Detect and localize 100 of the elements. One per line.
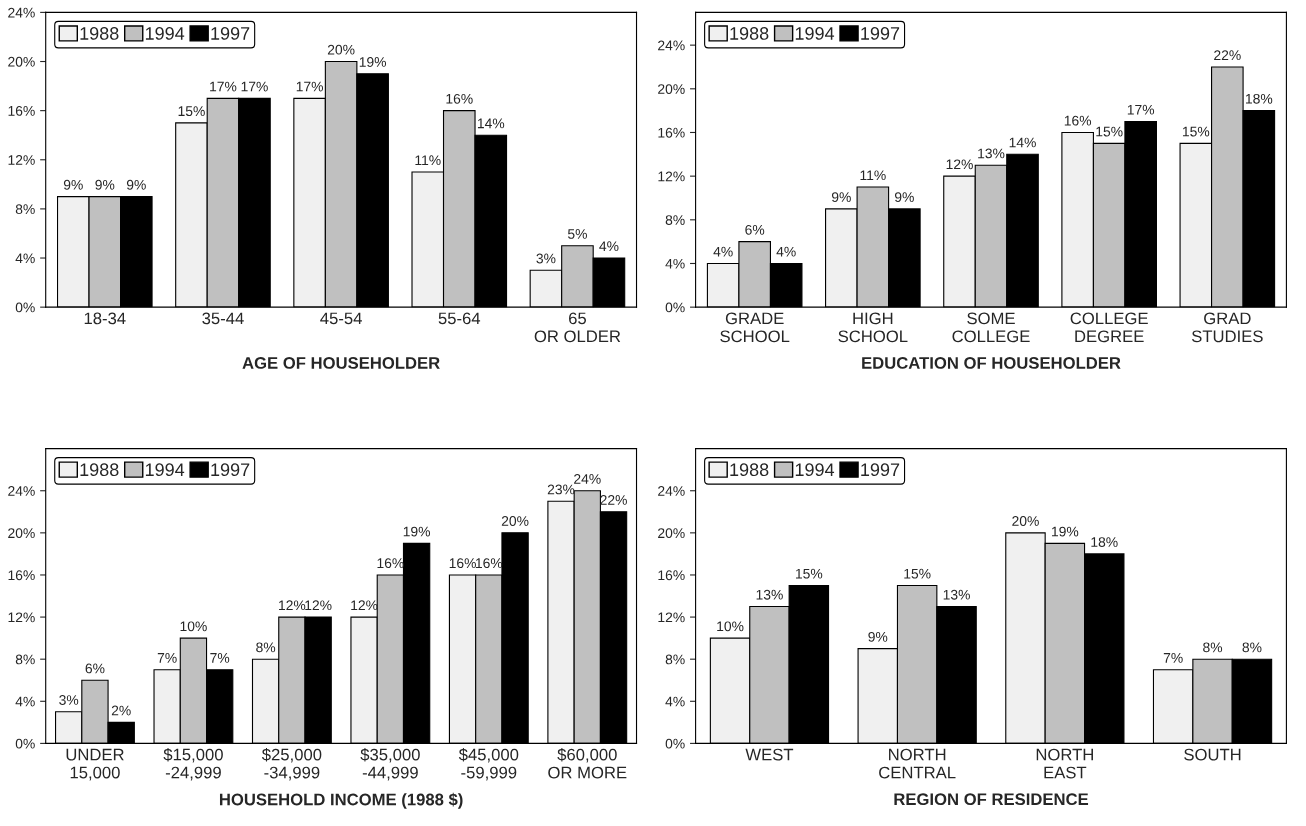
legend-label: 1994 (145, 463, 185, 477)
y-tick-label: 12% (658, 171, 685, 182)
x-axis-title: HOUSEHOLD INCOME (1988 $) (219, 792, 463, 809)
legend-label: 1988 (80, 27, 119, 40)
y-tick-label: 0% (15, 302, 35, 313)
data-label: 9% (126, 179, 146, 190)
x-tick-label: GRADE SCHOOL (720, 312, 790, 343)
x-tick-label: HIGH SCHOOL (838, 312, 908, 343)
data-label: 5% (567, 229, 587, 239)
y-tick-label: 8% (665, 654, 685, 665)
x-axis-title: REGION OF RESIDENCE (894, 793, 1089, 806)
data-label: 8% (1242, 642, 1262, 653)
x-tick-label: 45-54 (320, 312, 362, 325)
y-tick-label: 4% (15, 696, 35, 707)
data-label: 17% (296, 81, 324, 92)
x-tick-label: SOME COLLEGE (952, 312, 1030, 343)
data-label: 4% (599, 241, 619, 252)
x-tick-label: $15,000 -24,999 (163, 748, 223, 781)
data-label: 20% (1012, 516, 1039, 526)
y-tick-label: 20% (8, 56, 35, 67)
data-label: 9% (868, 631, 888, 642)
data-label: 19% (1052, 526, 1079, 537)
data-label: 12% (946, 159, 973, 170)
legend-label: 1997 (861, 463, 900, 477)
x-tick-label: 55-64 (438, 312, 481, 325)
legend-label: 1994 (795, 463, 835, 477)
y-tick-label: 24% (658, 40, 685, 51)
x-axis-title: EDUCATION OF HOUSEHOLDER (862, 357, 1121, 369)
data-label: 13% (978, 148, 1005, 159)
data-label: 7% (157, 653, 177, 663)
x-axis-title: AGE OF HOUSEHOLDER (242, 357, 440, 369)
data-label: 19% (403, 526, 431, 537)
data-label: 15% (1182, 126, 1210, 137)
legend-label: 1994 (795, 27, 835, 40)
y-tick-label: 8% (15, 654, 35, 665)
data-label: 23% (547, 484, 575, 495)
x-tick-label: $60,000 OR MORE (548, 748, 627, 779)
data-label: 18% (1246, 93, 1273, 104)
data-label: 20% (501, 516, 529, 526)
data-label: 17% (210, 81, 237, 92)
data-label: 16% (449, 558, 476, 569)
x-tick-label: COLLEGE DEGREE (1070, 312, 1148, 343)
data-label: 8% (256, 642, 276, 653)
legend-label: 1994 (145, 27, 185, 40)
data-label: 14% (477, 118, 505, 129)
y-tick-label: 0% (665, 302, 685, 313)
y-tick-label: 16% (658, 570, 685, 581)
data-label: 10% (717, 621, 744, 632)
data-label: 17% (1127, 104, 1155, 115)
data-label: 15% (178, 106, 205, 117)
y-tick-label: 16% (8, 105, 35, 116)
data-label: 24% (574, 474, 601, 484)
y-tick-label: 0% (15, 738, 35, 749)
data-label: 6% (745, 224, 765, 235)
legend-label: 1988 (730, 27, 769, 40)
y-tick-label: 16% (658, 127, 685, 138)
y-tick-label: 12% (8, 612, 35, 623)
legend-label: 1997 (211, 463, 250, 477)
y-tick-label: 4% (665, 696, 685, 707)
data-label: 17% (241, 81, 268, 92)
data-label: 4% (776, 246, 796, 257)
data-label: 3% (536, 253, 556, 264)
x-tick-label: NORTH EAST (1036, 748, 1093, 779)
data-label: 6% (85, 663, 105, 674)
data-label: 15% (796, 568, 823, 579)
y-tick-label: 24% (658, 486, 685, 496)
data-label: 12% (305, 600, 332, 611)
x-tick-label: WEST (745, 748, 794, 761)
data-label: 8% (1203, 642, 1223, 653)
legend-label: 1997 (861, 27, 900, 40)
legend-label: 1988 (730, 463, 769, 477)
y-tick-label: 8% (15, 204, 35, 215)
x-tick-label: 35-44 (202, 312, 244, 325)
x-tick-label: 18-34 (84, 312, 126, 325)
data-label: 7% (1163, 653, 1183, 663)
data-label: 18% (1091, 537, 1118, 547)
y-tick-label: 0% (665, 738, 685, 749)
y-tick-label: 24% (8, 486, 35, 496)
x-tick-label: $45,000 -59,999 (458, 748, 519, 781)
data-label: 15% (904, 568, 931, 579)
data-label: 12% (279, 600, 306, 611)
x-tick-label: GRAD STUDIES (1191, 312, 1263, 343)
y-tick-label: 12% (8, 155, 35, 165)
legend-label: 1997 (211, 27, 250, 40)
data-label: 4% (713, 246, 733, 257)
y-tick-label: 20% (8, 528, 35, 539)
data-label: 13% (943, 589, 970, 600)
x-tick-label: 65 OR OLDER (534, 312, 621, 343)
x-tick-label: NORTH CENTRAL (879, 748, 956, 779)
y-tick-label: 16% (8, 570, 35, 581)
legend-label: 1988 (80, 463, 119, 477)
y-tick-label: 4% (665, 258, 685, 269)
data-label: 16% (1064, 115, 1092, 126)
y-tick-label: 20% (658, 84, 685, 94)
data-label: 22% (1214, 50, 1241, 61)
data-label: 2% (111, 705, 131, 716)
data-label: 14% (1009, 137, 1036, 148)
data-label: 16% (446, 93, 473, 104)
data-label: 11% (860, 170, 886, 181)
data-label: 7% (210, 653, 230, 663)
